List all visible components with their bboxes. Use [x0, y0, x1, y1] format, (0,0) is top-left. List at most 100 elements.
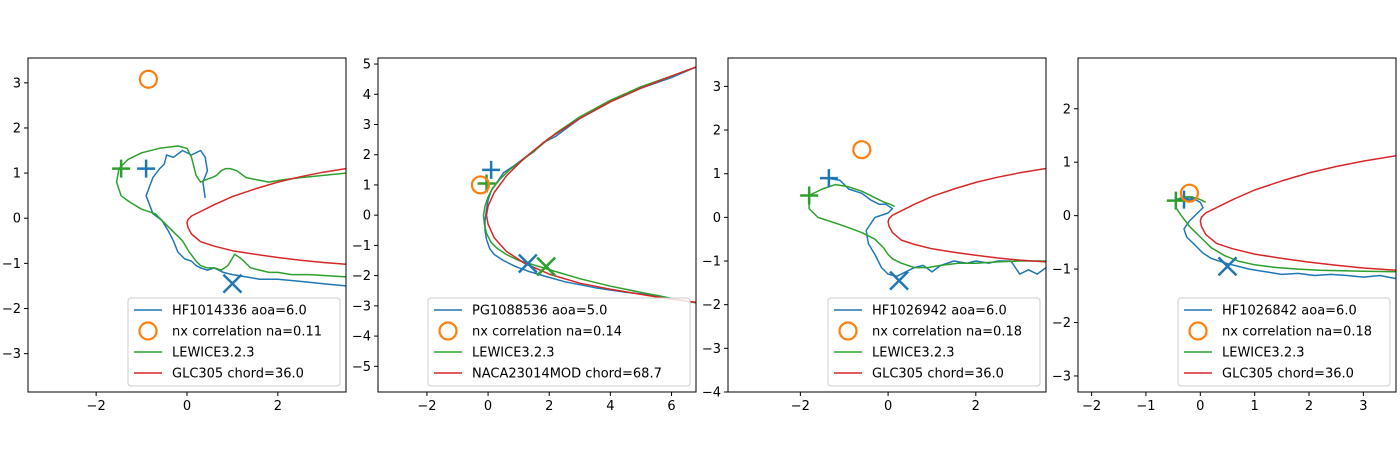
x-tick-label: −2	[791, 399, 810, 414]
marker-circle-4	[852, 140, 872, 160]
series-line-4	[808, 183, 896, 208]
y-tick-label: −4	[352, 330, 371, 345]
y-tick-label: 0	[1063, 209, 1071, 224]
y-tick-label: 3	[363, 118, 371, 133]
legend-label: HF1026942 aoa=6.0	[872, 304, 1007, 319]
y-tick-label: 1	[363, 178, 371, 193]
chart-panel-1: −2 0 2 −3 −2 −1 0 1 2 3 HF1014336 aoa=6.0 nx correl…	[2, 57, 347, 414]
x-tick-label: 6	[667, 399, 675, 414]
y-tick-label: −2	[2, 302, 21, 317]
legend-label: GLC305 chord=36.0	[172, 367, 304, 382]
legend-label: nx correlation na=0.14	[472, 325, 622, 340]
series-line-3	[115, 168, 346, 278]
legend-label: LEWICE3.2.3	[872, 346, 955, 361]
y-tick-label: −1	[352, 239, 371, 254]
y-tick-label: 2	[13, 121, 21, 136]
plot-area	[800, 140, 1046, 291]
x-tick-label: 0	[183, 399, 191, 414]
x-tick-label: 0	[1196, 399, 1204, 414]
legend-marker-circle	[138, 321, 158, 341]
y-tick-label: 0	[363, 209, 371, 224]
series-line-4	[485, 66, 696, 303]
y-tick-label: 2	[363, 148, 371, 163]
y-tick-label: −3	[1052, 369, 1071, 384]
x-tick-label: 4	[606, 399, 614, 414]
legend-label: PG1088536 aoa=5.0	[472, 304, 607, 319]
x-tick-label: −1	[1136, 399, 1155, 414]
legend-box	[127, 297, 341, 387]
legend-label: GLC305 chord=36.0	[1222, 367, 1354, 382]
marker-cross-2	[1217, 256, 1238, 277]
chart-panel-2: −2 0 2 4 6 −5 −4 −3 −2 −1 0 1 2 3 4 5 PG1088536 aoa=5.0 n…	[352, 57, 697, 414]
marker-plus-3	[1166, 191, 1185, 210]
marker-plus-3	[800, 186, 819, 205]
y-tick-label: 1	[1063, 156, 1071, 171]
legend-label: LEWICE3.2.3	[472, 346, 555, 361]
marker-circle-4	[1179, 183, 1200, 203]
y-tick-label: 0	[713, 211, 721, 226]
y-tick-label: −3	[702, 342, 721, 357]
x-tick-label: 3	[1359, 399, 1367, 414]
legend-label: GLC305 chord=36.0	[872, 367, 1004, 382]
y-tick-label: −5	[352, 360, 371, 375]
y-tick-label: 2	[713, 124, 721, 139]
series-line-4	[118, 145, 346, 183]
x-tick-label: 2	[545, 399, 553, 414]
x-tick-label: 2	[972, 399, 980, 414]
y-tick-label: 4	[363, 88, 371, 103]
legend: PG1088536 aoa=5.0 nx correlation na=0.14 L…	[427, 297, 691, 387]
series-line-3	[808, 195, 1046, 269]
x-tick-label: −2	[87, 399, 106, 414]
y-tick-label: −1	[702, 255, 721, 270]
marker-circle-5	[470, 175, 491, 195]
y-tick-label: −4	[702, 386, 721, 401]
series-line-3	[1175, 199, 1396, 273]
plot-area	[112, 69, 346, 294]
legend-marker-circle	[838, 321, 858, 341]
y-tick-label: 0	[13, 212, 21, 227]
y-tick-label: −2	[1052, 316, 1071, 331]
x-tick-label: 2	[274, 399, 282, 414]
x-tick-label: −2	[417, 399, 436, 414]
y-tick-label: 2	[1063, 102, 1071, 117]
series-line-5	[887, 167, 1046, 263]
marker-plus-1	[137, 159, 156, 178]
series-line-1	[145, 149, 346, 287]
legend-box	[1177, 297, 1391, 387]
marker-cross-2	[517, 253, 538, 274]
legend-label: nx correlation na=0.11	[172, 325, 322, 340]
marker-plus-1	[819, 169, 838, 188]
series-line-3	[482, 66, 696, 304]
chart-panel-4: −2 −1 0 1 2 3 −3 −2 −1 0 1 2 HF1026842 aoa=6.0 nx cor…	[1052, 57, 1397, 414]
legend-box	[827, 297, 1041, 387]
y-tick-label: 1	[13, 167, 21, 182]
legend-marker-circle	[438, 321, 458, 341]
series-line-1	[484, 66, 696, 304]
x-tick-label: −2	[1082, 399, 1101, 414]
legend-label: LEWICE3.2.3	[172, 346, 255, 361]
legend-label: NACA23014MOD chord=68.7	[472, 367, 662, 382]
x-tick-label: 0	[484, 399, 492, 414]
legend: HF1026842 aoa=6.0 nx correlation na=0.18 L…	[1177, 297, 1391, 387]
legend: HF1014336 aoa=6.0 nx correlation na=0.11 L…	[127, 297, 341, 387]
legend-label: HF1026842 aoa=6.0	[1222, 304, 1357, 319]
x-tick-label: 1	[1251, 399, 1259, 414]
series-line-1	[826, 177, 1046, 278]
y-tick-label: −1	[1052, 263, 1071, 278]
chart-panel-3: −2 0 2 −4 −3 −2 −1 0 1 2 3 HF1026942 aoa=6.0 nx corr…	[702, 57, 1047, 414]
legend-box	[427, 297, 691, 387]
legend-label: nx correlation na=0.18	[872, 325, 1022, 340]
marker-circle-4	[138, 69, 158, 89]
plot-frame	[1077, 57, 1397, 393]
y-tick-label: −2	[352, 269, 371, 284]
y-tick-label: −3	[2, 347, 21, 362]
marker-cross-2	[889, 270, 909, 291]
marker-cross-2	[222, 273, 243, 294]
marker-plus-1	[482, 160, 501, 179]
plot-frame	[377, 57, 697, 393]
legend-label: LEWICE3.2.3	[1222, 346, 1305, 361]
y-tick-label: −3	[352, 299, 371, 314]
plot-frame	[727, 57, 1047, 393]
y-tick-label: 5	[363, 58, 371, 73]
